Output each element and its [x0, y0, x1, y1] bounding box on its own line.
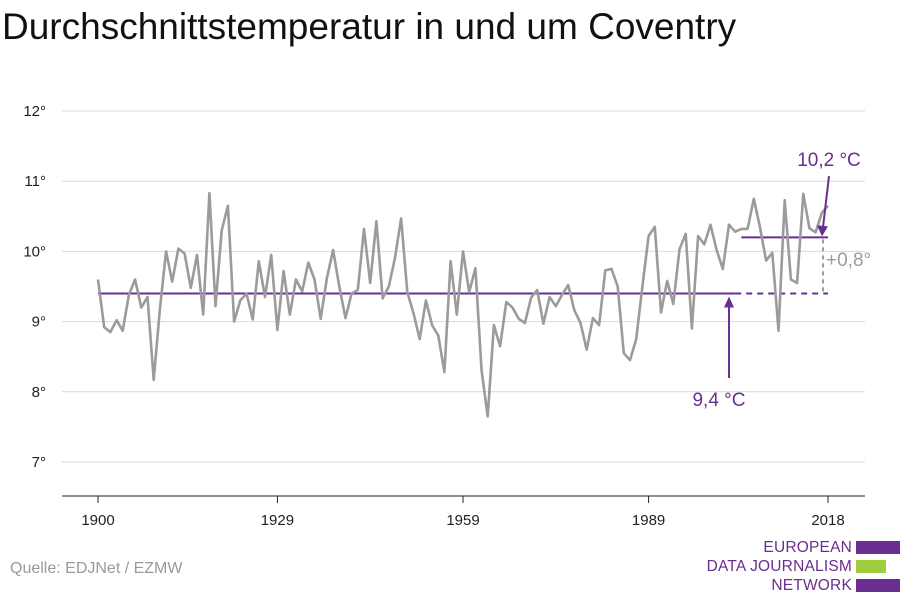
x-tick-label: 2018: [811, 512, 844, 529]
y-tick-label: 10°: [23, 243, 46, 260]
logo-line-3: NETWORK: [771, 577, 852, 594]
logo-bar-purple-bottom: [856, 579, 900, 592]
recent-arrow-head: [817, 225, 828, 237]
baseline-label: 9,4 °C: [692, 390, 745, 411]
recent-label: 10,2 °C: [797, 150, 861, 171]
logo-line-1: EUROPEAN: [763, 539, 852, 556]
logo-bar-green: [856, 560, 886, 573]
source-note: Quelle: EDJNet / EZMW: [10, 560, 183, 577]
difference-label: +0,8°: [826, 250, 871, 271]
y-tick-label: 7°: [32, 454, 46, 471]
y-tick-label: 9°: [32, 314, 46, 331]
edjnet-logo: EUROPEAN DATA JOURNALISM NETWORK: [706, 538, 900, 598]
recent-arrow-shaft: [822, 175, 830, 228]
baseline-arrow-head: [724, 296, 735, 308]
series-layer: [96, 191, 829, 418]
logo-line-2: DATA JOURNALISM: [706, 558, 852, 575]
y-tick-label: 12°: [23, 103, 46, 120]
y-axis-ticks: 7° 8° 9° 10° 11° 12°: [23, 103, 46, 471]
x-axis: 1900 1929 1959 1989 2018: [62, 495, 865, 529]
chart-title: Durchschnittstemperatur in und um Covent…: [2, 6, 737, 47]
x-tick-label: 1929: [261, 512, 294, 529]
x-tick-label: 1959: [446, 512, 479, 529]
temperature-series-line: [96, 191, 829, 418]
annotations: +0,8° 9,4 °C 10,2 °C: [692, 150, 871, 411]
y-tick-label: 8°: [32, 384, 46, 401]
x-tick-label: 1900: [81, 512, 114, 529]
x-tick-label: 1989: [632, 512, 665, 529]
logo-bar-purple-top: [856, 541, 900, 554]
y-tick-label: 11°: [24, 173, 46, 190]
